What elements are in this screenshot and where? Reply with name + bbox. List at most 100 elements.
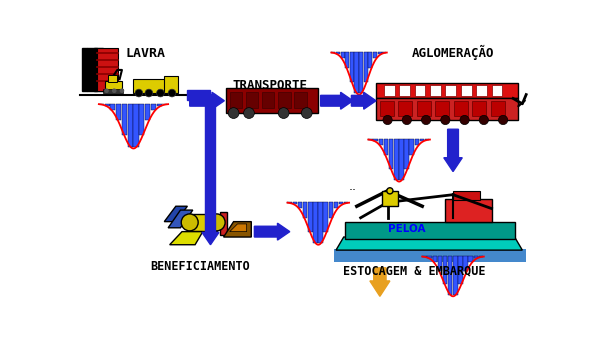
Bar bbox=[415, 85, 425, 96]
Bar bbox=[134, 104, 138, 147]
Bar bbox=[340, 52, 345, 58]
Circle shape bbox=[402, 115, 412, 125]
Circle shape bbox=[104, 88, 109, 93]
Bar bbox=[128, 104, 133, 147]
Bar bbox=[336, 52, 340, 54]
Bar bbox=[446, 85, 456, 96]
Circle shape bbox=[301, 108, 312, 118]
Bar bbox=[339, 202, 343, 204]
Circle shape bbox=[208, 214, 225, 231]
Bar bbox=[303, 202, 308, 218]
Bar bbox=[435, 101, 449, 116]
Bar bbox=[476, 85, 487, 96]
Circle shape bbox=[460, 115, 469, 125]
Bar bbox=[96, 48, 118, 91]
Bar bbox=[139, 104, 144, 135]
Bar bbox=[334, 248, 526, 262]
Bar bbox=[87, 48, 96, 91]
Bar bbox=[420, 139, 424, 141]
Bar bbox=[157, 104, 162, 105]
Circle shape bbox=[157, 89, 165, 97]
Bar bbox=[293, 202, 297, 204]
Bar bbox=[189, 214, 217, 231]
FancyArrow shape bbox=[370, 268, 390, 296]
Circle shape bbox=[228, 108, 239, 118]
Bar bbox=[105, 104, 110, 105]
Bar bbox=[382, 191, 397, 206]
Circle shape bbox=[387, 188, 393, 194]
Bar bbox=[220, 212, 227, 235]
Bar bbox=[384, 139, 388, 155]
Polygon shape bbox=[165, 206, 187, 222]
Bar bbox=[384, 85, 394, 96]
Circle shape bbox=[441, 115, 450, 125]
Polygon shape bbox=[223, 222, 251, 237]
Bar bbox=[432, 256, 437, 262]
Bar bbox=[313, 202, 318, 243]
Circle shape bbox=[135, 89, 143, 97]
Bar bbox=[108, 75, 117, 82]
Bar bbox=[405, 139, 409, 169]
Bar bbox=[378, 52, 381, 54]
Bar bbox=[278, 92, 290, 108]
Text: TRANSPORTE: TRANSPORTE bbox=[232, 79, 307, 92]
Bar bbox=[345, 52, 349, 67]
Bar bbox=[389, 139, 393, 169]
FancyArrow shape bbox=[444, 129, 462, 172]
Bar bbox=[443, 256, 447, 284]
Bar bbox=[368, 52, 372, 67]
Circle shape bbox=[278, 108, 289, 118]
Polygon shape bbox=[336, 237, 522, 250]
Bar bbox=[110, 104, 115, 110]
Bar bbox=[116, 104, 121, 120]
Circle shape bbox=[112, 88, 116, 93]
Text: AGLOMERAÇÃO: AGLOMERAÇÃO bbox=[412, 44, 494, 60]
Bar bbox=[438, 256, 442, 271]
Text: LAVRA: LAVRA bbox=[126, 47, 166, 60]
Bar bbox=[145, 104, 150, 120]
Bar bbox=[376, 83, 519, 98]
Bar bbox=[334, 202, 338, 208]
Circle shape bbox=[422, 115, 431, 125]
Bar bbox=[373, 52, 377, 58]
FancyArrow shape bbox=[321, 92, 353, 109]
Bar bbox=[151, 104, 156, 110]
Bar bbox=[463, 256, 468, 271]
Bar bbox=[323, 202, 328, 232]
Circle shape bbox=[168, 89, 176, 97]
Bar bbox=[409, 139, 414, 155]
Bar bbox=[399, 85, 410, 96]
Circle shape bbox=[498, 115, 508, 125]
Circle shape bbox=[244, 108, 254, 118]
Text: ESTOCAGEM & EMBARQUE: ESTOCAGEM & EMBARQUE bbox=[343, 264, 486, 277]
FancyArrow shape bbox=[202, 95, 219, 245]
Bar bbox=[473, 256, 478, 258]
Bar bbox=[345, 222, 514, 239]
Polygon shape bbox=[170, 232, 203, 245]
Circle shape bbox=[383, 115, 392, 125]
Bar bbox=[458, 256, 463, 284]
Bar bbox=[262, 92, 274, 108]
Bar bbox=[472, 101, 486, 116]
Bar bbox=[415, 139, 419, 145]
Bar bbox=[394, 139, 399, 180]
Bar bbox=[430, 85, 441, 96]
Text: PELOA: PELOA bbox=[388, 223, 425, 234]
Bar bbox=[298, 202, 302, 208]
Bar bbox=[491, 85, 503, 96]
Bar bbox=[364, 52, 368, 82]
Circle shape bbox=[181, 214, 198, 231]
Bar bbox=[399, 139, 404, 180]
Bar bbox=[374, 139, 378, 141]
FancyArrow shape bbox=[254, 223, 290, 240]
Circle shape bbox=[145, 89, 153, 97]
Bar bbox=[376, 98, 519, 120]
Polygon shape bbox=[230, 224, 247, 232]
Bar bbox=[246, 92, 258, 108]
Bar bbox=[318, 202, 323, 243]
Bar bbox=[328, 202, 333, 218]
Bar bbox=[359, 52, 363, 93]
Bar bbox=[94, 48, 103, 91]
Bar bbox=[122, 104, 127, 135]
Bar bbox=[134, 79, 172, 93]
